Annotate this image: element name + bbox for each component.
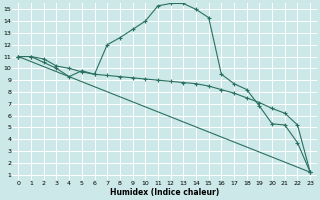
X-axis label: Humidex (Indice chaleur): Humidex (Indice chaleur) — [110, 188, 219, 197]
